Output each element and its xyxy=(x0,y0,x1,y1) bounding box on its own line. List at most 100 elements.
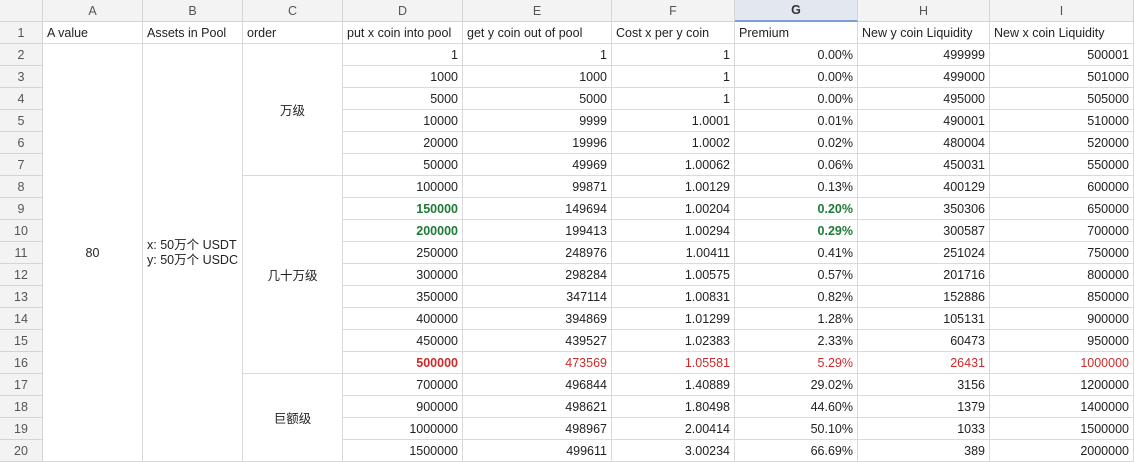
row-header-2[interactable]: 2 xyxy=(0,44,43,66)
row-header-18[interactable]: 18 xyxy=(0,396,43,418)
data-cell-g[interactable]: 29.02% xyxy=(735,374,858,396)
data-cell-g[interactable]: 5.29% xyxy=(735,352,858,374)
data-cell-h[interactable]: 389 xyxy=(858,440,990,462)
row-header-20[interactable]: 20 xyxy=(0,440,43,462)
data-cell-i[interactable]: 650000 xyxy=(990,198,1134,220)
data-cell-i[interactable]: 750000 xyxy=(990,242,1134,264)
data-cell-e[interactable]: 199413 xyxy=(463,220,612,242)
row-header-1[interactable]: 1 xyxy=(0,22,43,44)
data-cell-i[interactable]: 1200000 xyxy=(990,374,1134,396)
header-cell-g[interactable]: Premium xyxy=(735,22,858,44)
data-cell-e[interactable]: 496844 xyxy=(463,374,612,396)
row-header-17[interactable]: 17 xyxy=(0,374,43,396)
data-cell-d[interactable]: 700000 xyxy=(343,374,463,396)
header-cell-f[interactable]: Cost x per y coin xyxy=(612,22,735,44)
select-all-corner[interactable] xyxy=(0,0,43,22)
data-cell-h[interactable]: 300587 xyxy=(858,220,990,242)
data-cell-f[interactable]: 2.00414 xyxy=(612,418,735,440)
data-cell-e[interactable]: 99871 xyxy=(463,176,612,198)
data-cell-d[interactable]: 20000 xyxy=(343,132,463,154)
data-cell-e[interactable]: 499611 xyxy=(463,440,612,462)
row-header-10[interactable]: 10 xyxy=(0,220,43,242)
data-cell-g[interactable]: 0.29% xyxy=(735,220,858,242)
data-cell-i[interactable]: 2000000 xyxy=(990,440,1134,462)
data-cell-f[interactable]: 1.80498 xyxy=(612,396,735,418)
column-header-i[interactable]: I xyxy=(990,0,1134,22)
data-cell-g[interactable]: 0.00% xyxy=(735,66,858,88)
data-cell-g[interactable]: 0.82% xyxy=(735,286,858,308)
row-header-4[interactable]: 4 xyxy=(0,88,43,110)
data-cell-g[interactable]: 66.69% xyxy=(735,440,858,462)
data-cell-h[interactable]: 1379 xyxy=(858,396,990,418)
row-header-9[interactable]: 9 xyxy=(0,198,43,220)
row-header-15[interactable]: 15 xyxy=(0,330,43,352)
data-cell-g[interactable]: 44.60% xyxy=(735,396,858,418)
data-cell-e[interactable]: 498621 xyxy=(463,396,612,418)
data-cell-i[interactable]: 950000 xyxy=(990,330,1134,352)
header-cell-c[interactable]: order xyxy=(243,22,343,44)
data-cell-d[interactable]: 900000 xyxy=(343,396,463,418)
data-cell-h[interactable]: 499999 xyxy=(858,44,990,66)
data-cell-e[interactable]: 19996 xyxy=(463,132,612,154)
row-header-3[interactable]: 3 xyxy=(0,66,43,88)
column-header-g[interactable]: G xyxy=(735,0,858,22)
header-cell-i[interactable]: New x coin Liquidity xyxy=(990,22,1134,44)
data-cell-f[interactable]: 1.00294 xyxy=(612,220,735,242)
row-header-19[interactable]: 19 xyxy=(0,418,43,440)
data-cell-h[interactable]: 201716 xyxy=(858,264,990,286)
data-cell-e[interactable]: 347114 xyxy=(463,286,612,308)
data-cell-i[interactable]: 505000 xyxy=(990,88,1134,110)
data-cell-f[interactable]: 1.00575 xyxy=(612,264,735,286)
data-cell-f[interactable]: 1.05581 xyxy=(612,352,735,374)
row-header-12[interactable]: 12 xyxy=(0,264,43,286)
data-cell-h[interactable]: 499000 xyxy=(858,66,990,88)
data-cell-d[interactable]: 200000 xyxy=(343,220,463,242)
data-cell-h[interactable]: 1033 xyxy=(858,418,990,440)
data-cell-d[interactable]: 5000 xyxy=(343,88,463,110)
data-cell-h[interactable]: 400129 xyxy=(858,176,990,198)
data-cell-e[interactable]: 149694 xyxy=(463,198,612,220)
data-cell-h[interactable]: 251024 xyxy=(858,242,990,264)
data-cell-e[interactable]: 498967 xyxy=(463,418,612,440)
column-header-e[interactable]: E xyxy=(463,0,612,22)
data-cell-d[interactable]: 1000 xyxy=(343,66,463,88)
data-cell-g[interactable]: 0.02% xyxy=(735,132,858,154)
data-cell-e[interactable]: 394869 xyxy=(463,308,612,330)
data-cell-i[interactable]: 850000 xyxy=(990,286,1134,308)
data-cell-f[interactable]: 3.00234 xyxy=(612,440,735,462)
row-header-16[interactable]: 16 xyxy=(0,352,43,374)
row-header-7[interactable]: 7 xyxy=(0,154,43,176)
data-cell-h[interactable]: 3156 xyxy=(858,374,990,396)
data-cell-d[interactable]: 150000 xyxy=(343,198,463,220)
row-header-6[interactable]: 6 xyxy=(0,132,43,154)
data-cell-e[interactable]: 5000 xyxy=(463,88,612,110)
data-cell-i[interactable]: 500001 xyxy=(990,44,1134,66)
data-cell-d[interactable]: 350000 xyxy=(343,286,463,308)
data-cell-i[interactable]: 520000 xyxy=(990,132,1134,154)
row-header-8[interactable]: 8 xyxy=(0,176,43,198)
data-cell-f[interactable]: 1 xyxy=(612,44,735,66)
header-cell-h[interactable]: New y coin Liquidity xyxy=(858,22,990,44)
assets-in-pool-cell[interactable]: x: 50万个 USDT y: 50万个 USDC xyxy=(143,44,243,462)
header-cell-e[interactable]: get y coin out of pool xyxy=(463,22,612,44)
data-cell-g[interactable]: 0.06% xyxy=(735,154,858,176)
data-cell-i[interactable]: 900000 xyxy=(990,308,1134,330)
data-cell-i[interactable]: 550000 xyxy=(990,154,1134,176)
column-header-f[interactable]: F xyxy=(612,0,735,22)
data-cell-i[interactable]: 1500000 xyxy=(990,418,1134,440)
data-cell-i[interactable]: 800000 xyxy=(990,264,1134,286)
data-cell-f[interactable]: 1.00411 xyxy=(612,242,735,264)
data-cell-f[interactable]: 1.01299 xyxy=(612,308,735,330)
data-cell-i[interactable]: 501000 xyxy=(990,66,1134,88)
data-cell-h[interactable]: 350306 xyxy=(858,198,990,220)
data-cell-d[interactable]: 400000 xyxy=(343,308,463,330)
data-cell-e[interactable]: 1 xyxy=(463,44,612,66)
data-cell-h[interactable]: 490001 xyxy=(858,110,990,132)
order-group-cell[interactable]: 几十万级 xyxy=(243,176,343,374)
row-header-5[interactable]: 5 xyxy=(0,110,43,132)
data-cell-h[interactable]: 26431 xyxy=(858,352,990,374)
data-cell-f[interactable]: 1 xyxy=(612,66,735,88)
data-cell-h[interactable]: 152886 xyxy=(858,286,990,308)
row-header-13[interactable]: 13 xyxy=(0,286,43,308)
data-cell-e[interactable]: 439527 xyxy=(463,330,612,352)
